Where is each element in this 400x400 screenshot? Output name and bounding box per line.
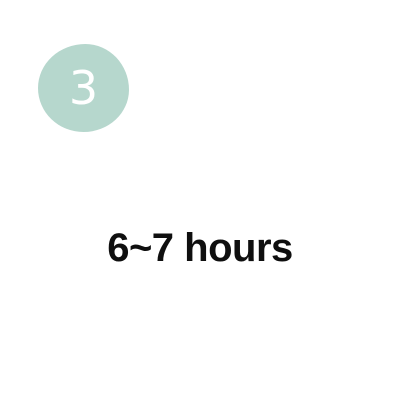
duration-text: 6~7 hours — [107, 226, 293, 270]
step-number-badge: 3 — [38, 44, 129, 132]
